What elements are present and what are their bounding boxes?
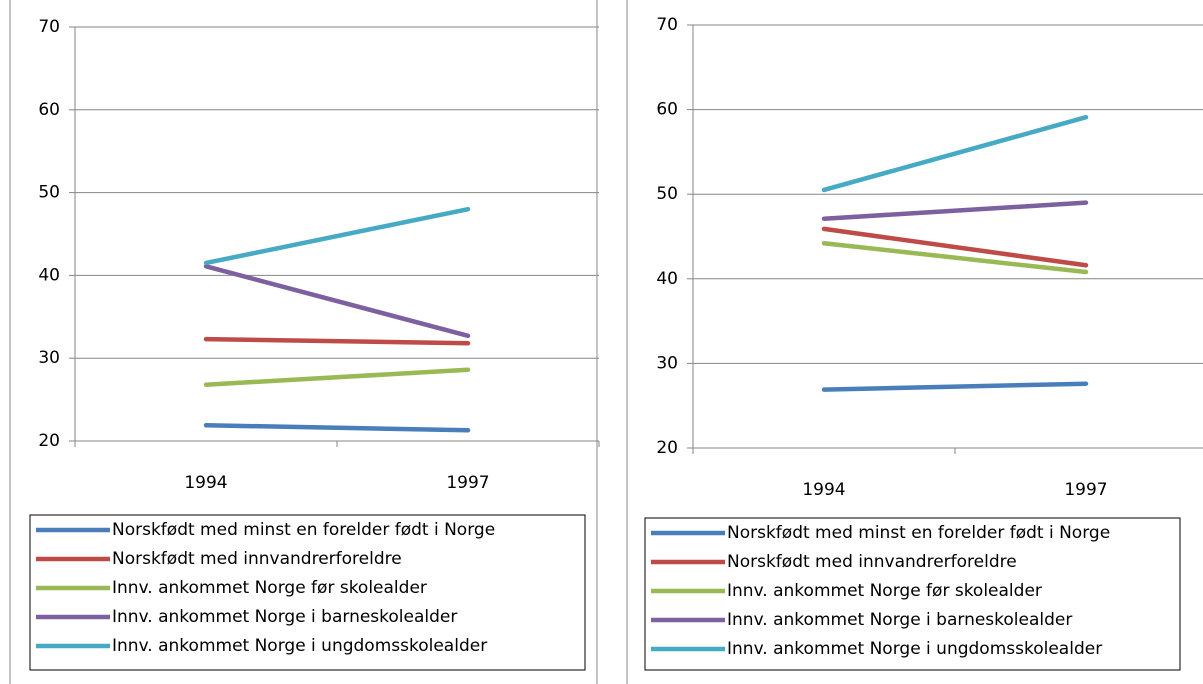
y-tick-label: 50 [38,183,60,203]
series-line [821,200,1089,221]
series-line [203,336,471,346]
chart-frame [626,0,628,684]
legend-label: Innv. ankommet Norge i barneskolealder [727,610,1072,630]
series-line [203,367,471,387]
y-tick-label: 40 [656,269,678,289]
legend-label: Norskfødt med innvandrerforeldre [112,549,402,569]
x-tick-label: 1994 [802,480,845,500]
y-tick-label: 30 [656,353,678,373]
y-tick-label: 70 [38,17,60,37]
legend-label: Norskfødt med innvandrerforeldre [727,552,1017,572]
x-tick-label: 1997 [1064,480,1107,500]
legend-label: Norskfødt med minst en forelder født i N… [112,520,495,540]
legend-label: Norskfødt med minst en forelder født i N… [727,523,1110,543]
series-line [821,114,1089,193]
series-line [821,226,1089,268]
y-tick-label: 30 [38,348,60,368]
y-tick-label: 60 [656,100,678,120]
y-tick-label: 20 [656,438,678,458]
series-line [203,264,471,339]
series-line [203,423,471,433]
y-tick-label: 50 [656,184,678,204]
y-tick-label: 20 [38,431,60,451]
chart-frame [9,0,598,684]
series-line [821,381,1089,392]
y-tick-label: 60 [38,100,60,120]
x-tick-label: 1994 [184,473,227,493]
series-line [821,241,1089,275]
legend-label: Innv. ankommet Norge i ungdomsskolealder [112,636,487,656]
legend-label: Innv. ankommet Norge i barneskolealder [112,607,457,627]
legend-label: Innv. ankommet Norge før skolealder [727,581,1042,601]
y-tick-label: 40 [38,265,60,285]
series-line [203,206,471,266]
legend-label: Innv. ankommet Norge før skolealder [112,578,427,598]
y-tick-label: 70 [656,15,678,35]
legend-label: Innv. ankommet Norge i ungdomsskolealder [727,639,1102,659]
legend [644,517,1181,671]
legend [29,514,586,671]
x-tick-label: 1997 [446,473,489,493]
